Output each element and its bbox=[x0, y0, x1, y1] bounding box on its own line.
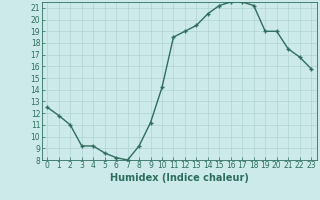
X-axis label: Humidex (Indice chaleur): Humidex (Indice chaleur) bbox=[110, 173, 249, 183]
